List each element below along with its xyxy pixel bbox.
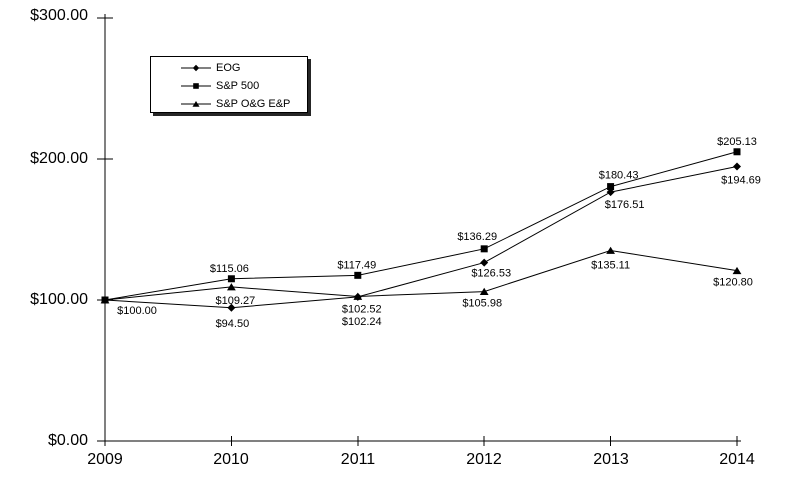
- eog-legend-swatch: [181, 64, 211, 72]
- x-tick-label-2013: 2013: [593, 451, 629, 468]
- marker-s-p-o-g-e-p-2013: [606, 246, 615, 254]
- data-label-s-p-500-2012: $136.29: [457, 231, 497, 243]
- sp500-square-marker-icon: [181, 81, 211, 91]
- s-p-500-legend-swatch: [181, 83, 211, 89]
- data-label-s-p-o-g-e-p-2012: $105.98: [462, 298, 502, 310]
- marker-eog-2010: [227, 303, 236, 312]
- marker-s-p-o-g-e-p-2012: [479, 287, 489, 295]
- data-label-s-p-500-2011: $117.49: [337, 259, 376, 271]
- data-label-eog-2013: $176.51: [605, 199, 645, 211]
- legend-triangle-glyph: [192, 100, 200, 107]
- data-label-eog-2009: $100.00: [117, 305, 157, 317]
- data-label-eog-2010: $94.50: [216, 318, 250, 330]
- y-tick-label-200: $200.00: [30, 150, 88, 167]
- data-label-eog-2011: $102.24: [342, 316, 382, 328]
- legend-label-eog: EOG: [216, 62, 241, 74]
- marker-s-p-500-2014: [733, 148, 741, 156]
- legend-item-sp-og-ep: S&P O&G E&P: [181, 95, 307, 113]
- x-tick-label-2011: 2011: [340, 451, 376, 468]
- legend-item-sp500: S&P 500: [181, 77, 307, 95]
- data-label-s-p-500-2013: $180.43: [599, 170, 639, 182]
- legend-label-sp-og-ep: S&P O&G E&P: [216, 98, 291, 110]
- legend-item-eog: EOG: [181, 59, 307, 77]
- s-p-o-g-e-p-legend-swatch: [181, 100, 211, 107]
- data-label-s-p-500-2010: $115.06: [210, 263, 249, 275]
- marker-s-p-500-2011: [354, 271, 362, 279]
- eog-diamond-marker-icon: [181, 63, 211, 73]
- data-label-s-p-500-2014: $205.13: [717, 136, 757, 148]
- x-tick-label-2009: 2009: [87, 451, 123, 468]
- legend-label-sp500: S&P 500: [216, 80, 260, 92]
- series-line-s-p-500: [104, 151, 738, 301]
- data-label-s-p-o-g-e-p-2011: $102.52: [342, 303, 382, 315]
- marker-eog-2013: [606, 188, 615, 197]
- sp-og-ep-triangle-marker-icon: [181, 99, 211, 109]
- marker-s-p-500-2012: [480, 245, 488, 253]
- marker-eog-2014: [733, 162, 741, 171]
- marker-eog-2012: [480, 258, 489, 267]
- marker-s-p-500-2013: [607, 183, 615, 191]
- x-tick-label-2014: 2014: [719, 451, 755, 468]
- data-label-eog-2014: $194.69: [721, 174, 761, 186]
- data-label-eog-2012: $126.53: [471, 268, 511, 280]
- legend-square-glyph: [193, 83, 199, 89]
- x-tick-label-2010: 2010: [213, 451, 249, 468]
- x-tick-label-2012: 2012: [466, 451, 502, 468]
- data-label-s-p-o-g-e-p-2010: $109.27: [216, 295, 256, 307]
- marker-s-p-o-g-e-p-2014: [732, 266, 742, 275]
- data-label-s-p-o-g-e-p-2014: $120.80: [713, 277, 753, 289]
- marker-s-p-500-2010: [227, 275, 235, 283]
- legend: EOG S&P 500 S&P O&G E&P: [150, 56, 308, 113]
- legend-diamond-glyph: [192, 64, 200, 72]
- marker-s-p-o-g-e-p-2011: [353, 292, 363, 300]
- y-tick-label-300: $300.00: [30, 7, 88, 24]
- y-tick-label-0: $0.00: [47, 432, 88, 449]
- marker-s-p-o-g-e-p-2010: [227, 283, 236, 291]
- marker-s-p-500-2009: [101, 296, 109, 304]
- series-line-s-p-o-g-e-p: [104, 249, 738, 301]
- series-line-eog: [104, 165, 738, 309]
- data-label-s-p-o-g-e-p-2013: $135.11: [591, 259, 630, 271]
- y-tick-label-100: $100.00: [30, 291, 88, 308]
